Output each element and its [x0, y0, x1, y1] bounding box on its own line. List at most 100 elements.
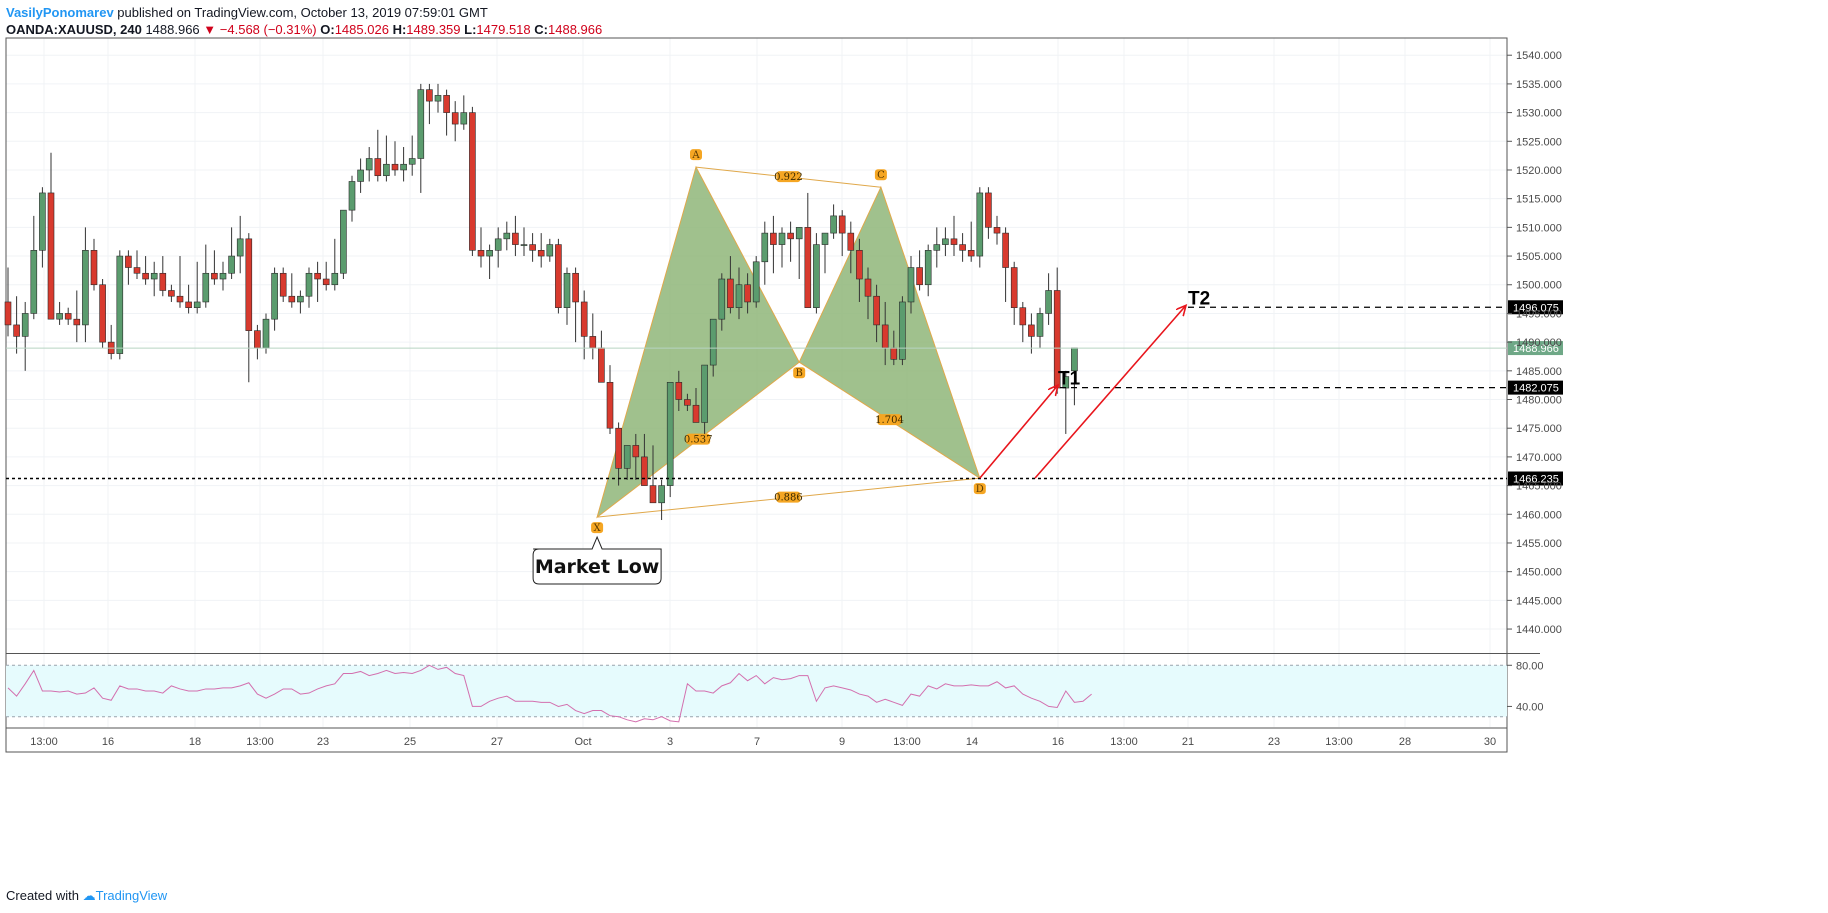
t2-label: T2	[1188, 288, 1210, 309]
header-row-1: VasilyPonomarev published on TradingView…	[6, 4, 602, 21]
candle-body	[606, 381, 614, 429]
candle-body	[787, 232, 794, 240]
candle-body	[615, 427, 622, 469]
time-axis[interactable]: 13:00 16 18 13:00 23 25 27 Oct 3 7 9 13:00 14 16 13:00…	[30, 736, 1496, 748]
price-tag-bg	[1508, 380, 1563, 395]
candle-body	[623, 445, 631, 469]
rsi-tick-label: 80.00	[1516, 660, 1544, 672]
y-tick-label: 1515.000	[1516, 194, 1562, 206]
pattern-ratio-label: 0.537	[684, 435, 713, 446]
candle-body	[47, 192, 55, 320]
candle-body	[254, 330, 261, 349]
candle-body	[864, 278, 872, 297]
candle-body	[1019, 307, 1027, 326]
candle-body	[795, 227, 803, 240]
candle-body	[950, 238, 958, 245]
close-value: 1488.966	[548, 22, 603, 37]
high-label: H:	[392, 22, 407, 37]
market-low-label: Market Low	[535, 556, 660, 578]
candle-body	[503, 232, 511, 240]
y-tick-label: 1470.000	[1516, 452, 1562, 464]
candle-body	[245, 238, 253, 331]
candle-body	[985, 192, 992, 228]
rsi-band	[6, 665, 1507, 717]
candle-body	[658, 485, 665, 504]
x-tick-label: 30	[1484, 736, 1496, 748]
rsi-panel[interactable]: 80.00 40.00	[6, 660, 1544, 723]
price-tag-bg	[1508, 300, 1563, 315]
candle-body	[288, 295, 296, 303]
candle-body	[589, 336, 597, 349]
tradingview-link[interactable]: TradingView	[95, 888, 168, 903]
x-tick-label: 18	[189, 736, 201, 748]
candle-body	[993, 227, 1001, 234]
candle-body	[159, 272, 167, 291]
candle-body	[4, 301, 12, 326]
candle-body	[99, 284, 106, 343]
candle-body	[649, 485, 657, 504]
candle-body	[959, 244, 966, 251]
harmonic-pattern[interactable]: X A B C D 0.922 0.537 1.704 0.886	[591, 149, 986, 534]
candle-body	[778, 232, 786, 245]
candle-body	[383, 163, 390, 177]
price-axis[interactable]: 1440.000 1445.000 1450.000 1455.000 1460.000…	[1507, 50, 1562, 636]
pattern-point-badge	[690, 149, 702, 161]
x-tick-label: 9	[839, 736, 845, 748]
y-tick-label: 1540.000	[1516, 50, 1562, 62]
candle-body	[322, 278, 330, 286]
pattern-ratio-label: 0.922	[774, 172, 803, 183]
x-tick-label: 27	[491, 736, 503, 748]
price-tag-label: 1496.075	[1513, 302, 1559, 314]
annotations[interactable]: T1 T2 Market Low	[532, 288, 1210, 585]
horizontal-lines[interactable]: 1466.235 1482.075 1496.075 1488.966	[6, 300, 1563, 486]
published-text: published on TradingView.com, October 13…	[117, 5, 488, 20]
candle-body	[417, 89, 425, 159]
candle-body	[641, 456, 648, 486]
candle-body	[314, 272, 321, 280]
candle-body	[735, 284, 743, 309]
candle-body	[761, 232, 769, 263]
candle-body	[193, 301, 201, 309]
last-price: 1488.966	[145, 22, 200, 37]
candle-body	[804, 227, 812, 309]
rsi-line	[7, 664, 1092, 723]
open-label: O:	[320, 22, 335, 37]
y-tick-label: 1495.000	[1516, 308, 1562, 320]
author-link[interactable]: VasilyPonomarev	[6, 5, 114, 20]
candle-body	[580, 301, 588, 337]
candle-body	[830, 215, 837, 234]
low-value: 1479.518	[476, 22, 531, 37]
candle-body	[348, 181, 356, 211]
chart-grid	[6, 38, 1507, 727]
candle-body	[520, 244, 528, 246]
x-tick-label: 13:00	[1110, 736, 1138, 748]
candle-body	[1028, 324, 1035, 337]
x-tick-label: 3	[667, 736, 673, 748]
x-tick-label: 13:00	[893, 736, 921, 748]
tradingview-logo-icon: ☁	[82, 888, 96, 903]
candle-body	[537, 250, 545, 257]
candle-body	[185, 301, 192, 309]
y-tick-label: 1475.000	[1516, 423, 1562, 435]
close-label: C:	[534, 22, 548, 37]
candle-body	[133, 267, 141, 274]
price-tag-label: 1482.075	[1513, 383, 1559, 395]
candle-body	[838, 215, 846, 234]
candle-body	[56, 313, 63, 320]
candle-body	[434, 95, 442, 102]
y-tick-label: 1480.000	[1516, 395, 1562, 407]
price-chart[interactable]: X A B C D 0.922 0.537 1.704 0.886 1466.235 1482.0…	[0, 0, 1828, 888]
x-tick-label: 7	[754, 736, 760, 748]
candle-body	[494, 238, 502, 251]
candle-body	[692, 404, 700, 423]
symbol-label[interactable]: OANDA:XAUUSD, 240	[6, 22, 142, 37]
candle-body	[365, 158, 373, 171]
candle-body	[202, 272, 210, 303]
pattern-ratio-badge	[776, 491, 801, 503]
candle-body	[279, 272, 287, 297]
candle-body	[718, 278, 726, 320]
candle-body	[881, 324, 889, 349]
pattern-point-badge	[973, 483, 986, 495]
candle-body	[555, 244, 562, 309]
candle-body	[512, 232, 519, 245]
